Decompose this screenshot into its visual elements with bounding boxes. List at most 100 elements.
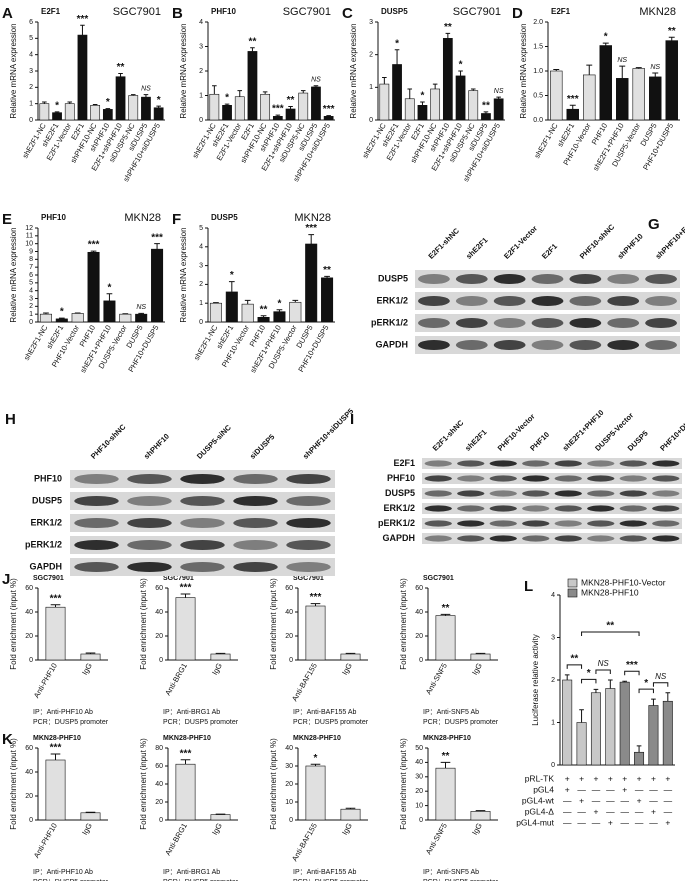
bar xyxy=(392,64,402,121)
y-axis-label: Fold enrichment (input %) xyxy=(399,738,408,830)
bar xyxy=(583,74,596,121)
significance: * xyxy=(604,32,608,43)
band xyxy=(607,273,640,285)
lane-label: shPHF10+siDUSP5 xyxy=(301,407,355,461)
y-tick-label: 1 xyxy=(29,311,33,318)
row-label: ERK1/2 xyxy=(376,295,408,305)
bar xyxy=(435,767,456,821)
band xyxy=(455,273,488,285)
bar xyxy=(80,812,101,821)
panel-label: G xyxy=(648,216,660,233)
y-tick-label: 40 xyxy=(25,769,33,776)
band xyxy=(619,520,647,527)
bar xyxy=(115,76,126,121)
y-tick-label: 20 xyxy=(155,633,163,640)
band xyxy=(554,505,582,512)
y-tick-label: 11 xyxy=(26,233,33,240)
y-tick-label: 1 xyxy=(199,300,203,307)
x-tick-label: Anti-BRG1 xyxy=(163,661,189,697)
band xyxy=(554,475,582,482)
row-label: GAPDH xyxy=(375,339,408,349)
band xyxy=(531,339,564,351)
chart-subtitle: MKN28 xyxy=(639,6,676,18)
band xyxy=(493,317,526,329)
bar xyxy=(566,108,579,121)
y-tick-label: 12 xyxy=(25,225,33,232)
bar xyxy=(590,692,601,766)
significance: * xyxy=(60,307,64,318)
y-tick-label: 0 xyxy=(29,319,33,326)
row-label: PHF10 xyxy=(34,473,62,483)
bar xyxy=(634,751,645,766)
condition-cell: — xyxy=(664,784,673,794)
y-tick-label: 1.5 xyxy=(533,43,543,50)
band xyxy=(587,520,615,527)
bar xyxy=(340,653,361,661)
band xyxy=(645,339,677,351)
error-bar xyxy=(445,32,451,39)
significance: ** xyxy=(668,26,676,37)
error-bar xyxy=(276,309,283,312)
condition-cell: — xyxy=(606,806,615,816)
significance: * xyxy=(225,93,229,104)
x-tick-label: Anti-SNF5 xyxy=(424,821,449,855)
panel-label: A xyxy=(2,5,13,22)
y-tick-label: 1 xyxy=(369,84,373,91)
condition-cell: + xyxy=(608,773,613,783)
bar xyxy=(77,34,88,121)
footnote: IP：Anti-BRG1 Ab xyxy=(163,869,220,876)
band xyxy=(489,460,517,467)
footnote: IP：Anti-SNF5 Ab xyxy=(423,869,479,876)
band xyxy=(180,539,225,551)
lane-label: E2F1 xyxy=(540,242,559,261)
y-tick-label: 0 xyxy=(29,657,33,664)
band xyxy=(645,295,677,307)
significance: NS xyxy=(311,77,321,84)
y-tick-label: 0 xyxy=(419,817,423,824)
bar xyxy=(90,105,101,121)
condition-cell: — xyxy=(620,806,629,816)
significance: ** xyxy=(482,100,490,111)
band xyxy=(286,495,331,507)
band xyxy=(180,517,225,529)
error-bar xyxy=(85,811,96,813)
bracket xyxy=(595,669,611,674)
chart-title: MKN28-PHF10 xyxy=(293,735,341,742)
blot-strip xyxy=(422,518,682,529)
legend-label: MKN28-PHF10-Vector xyxy=(581,577,666,587)
band xyxy=(489,505,517,512)
chart-title: MKN28-PHF10 xyxy=(423,735,471,742)
condition-name: pGL4 xyxy=(533,784,554,794)
band xyxy=(607,317,640,329)
band xyxy=(286,517,331,529)
row-label: pERK1/2 xyxy=(378,518,415,528)
row-label: GAPDH xyxy=(29,561,62,571)
bar xyxy=(55,318,68,323)
footnote: PCR：DUSP5 promoter xyxy=(423,879,499,881)
error-bar xyxy=(579,709,584,723)
condition-cell: — xyxy=(592,784,601,794)
bar xyxy=(470,653,491,661)
band xyxy=(619,460,647,467)
y-tick-label: 60 xyxy=(155,763,163,770)
band xyxy=(127,473,172,485)
chart-title: SGC7901 xyxy=(33,575,64,582)
significance: *** xyxy=(50,593,62,604)
bar xyxy=(493,98,504,121)
band xyxy=(619,490,647,497)
band xyxy=(531,295,564,307)
error-bar xyxy=(636,745,642,753)
bar xyxy=(550,70,563,121)
row-label: GAPDH xyxy=(382,533,415,543)
band xyxy=(493,339,526,351)
bracket-label: ** xyxy=(606,621,614,632)
bar xyxy=(247,51,258,121)
error-bar xyxy=(619,65,626,79)
condition-cell: + xyxy=(637,795,642,805)
chart-title: SGC7901 xyxy=(163,575,194,582)
y-axis-label: Relative mRNA expression xyxy=(179,23,188,118)
band xyxy=(418,317,450,329)
band xyxy=(554,535,582,542)
bar xyxy=(468,90,479,121)
